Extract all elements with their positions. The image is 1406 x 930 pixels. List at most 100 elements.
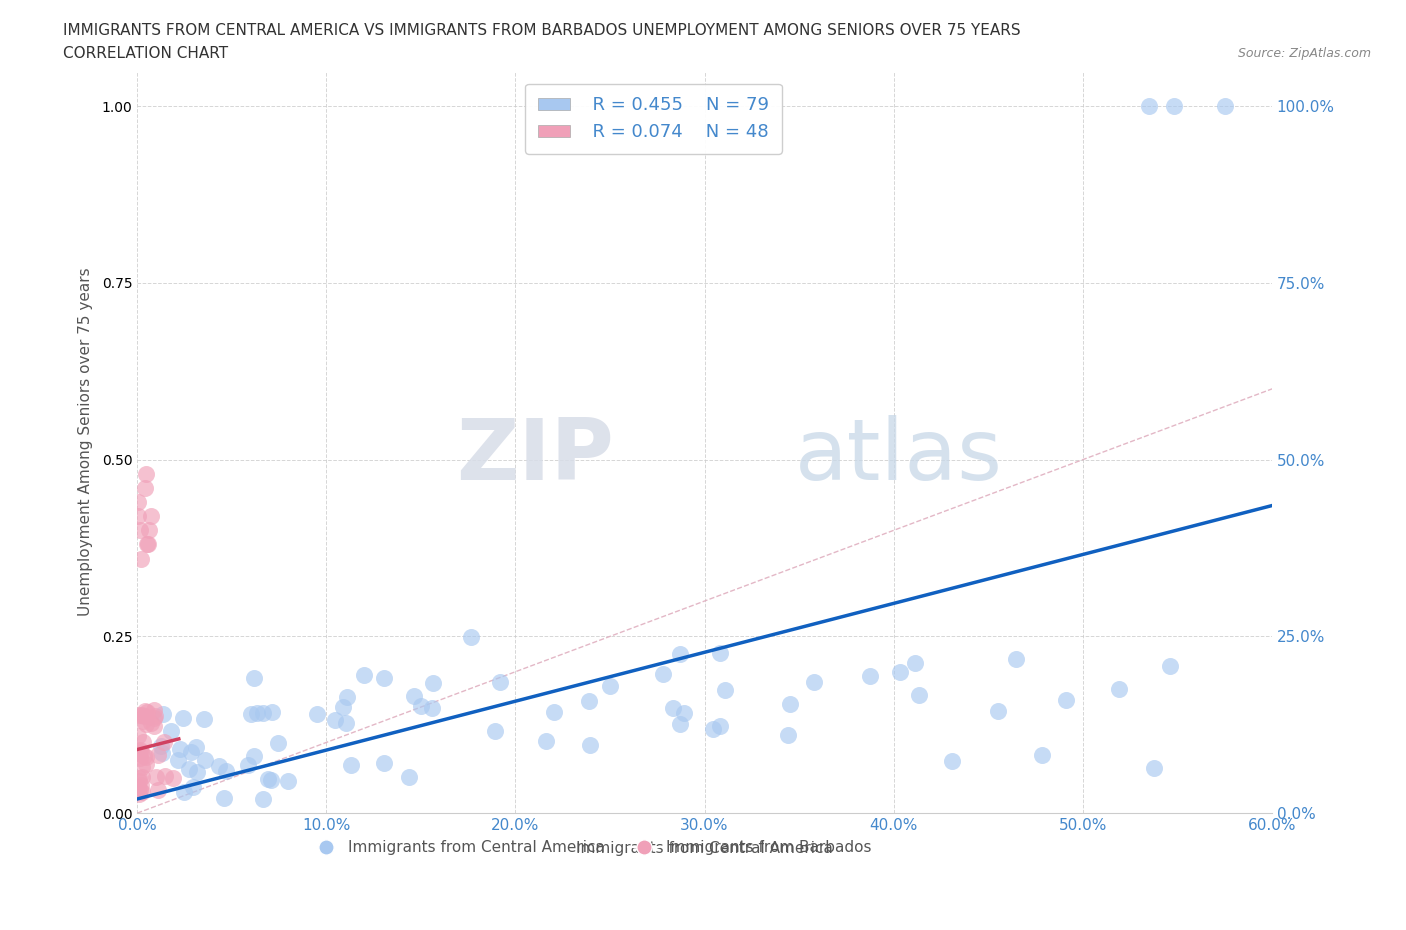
Point [484, 724, 506, 738]
Point [1143, 761, 1166, 776]
Point [669, 717, 692, 732]
Point [153, 735, 176, 750]
Point [143, 702, 166, 717]
Point [779, 697, 801, 711]
Point [131, 714, 153, 729]
Point [305, 707, 328, 722]
Point [135, 716, 157, 731]
Point [132, 735, 155, 750]
Point [127, 784, 149, 799]
X-axis label: Immigrants from Central America: Immigrants from Central America [576, 842, 832, 857]
Point [903, 656, 925, 671]
Point [172, 711, 194, 725]
Point [277, 773, 299, 788]
Point [1137, 99, 1160, 113]
Point [181, 780, 204, 795]
Point [143, 709, 166, 724]
Point [193, 711, 215, 726]
Y-axis label: Unemployment Among Seniors over 75 years: Unemployment Among Seniors over 75 years [79, 268, 93, 617]
Point [136, 537, 159, 551]
Point [131, 707, 153, 722]
Point [1031, 748, 1053, 763]
Point [1005, 652, 1028, 667]
Point [702, 722, 724, 737]
Point [335, 715, 357, 730]
Point [336, 689, 359, 704]
Point [1108, 682, 1130, 697]
Point [136, 537, 159, 551]
Point [662, 700, 685, 715]
Point [167, 753, 190, 768]
Point [129, 551, 152, 566]
Point [129, 778, 152, 793]
Legend: Immigrants from Central America, Immigrants from Barbados: Immigrants from Central America, Immigra… [304, 834, 877, 861]
Point [215, 764, 238, 778]
Point [243, 671, 266, 685]
Point [1159, 658, 1181, 673]
Point [139, 715, 162, 730]
Point [534, 734, 557, 749]
Point [420, 701, 443, 716]
Point [162, 770, 184, 785]
Point [127, 728, 149, 743]
Point [340, 757, 363, 772]
Point [160, 724, 183, 738]
Point [859, 669, 882, 684]
Point [803, 674, 825, 689]
Point [128, 770, 150, 785]
Point [186, 739, 208, 754]
Point [128, 773, 150, 788]
Point [194, 753, 217, 768]
Point [889, 665, 911, 680]
Point [129, 745, 152, 760]
Point [422, 675, 444, 690]
Point [332, 699, 354, 714]
Point [373, 671, 395, 686]
Text: IMMIGRANTS FROM CENTRAL AMERICA VS IMMIGRANTS FROM BARBADOS UNEMPLOYMENT AMONG S: IMMIGRANTS FROM CENTRAL AMERICA VS IMMIG… [63, 23, 1021, 38]
Point [127, 779, 149, 794]
Point [776, 728, 799, 743]
Text: ZIP: ZIP [456, 416, 614, 498]
Point [212, 790, 235, 805]
Point [132, 749, 155, 764]
Point [260, 704, 283, 719]
Point [142, 711, 165, 725]
Point [543, 705, 565, 720]
Point [129, 523, 152, 538]
Point [179, 762, 201, 777]
Point [127, 509, 149, 524]
Point [152, 707, 174, 722]
Point [138, 523, 160, 538]
Point [142, 718, 165, 733]
Point [252, 791, 274, 806]
Point [709, 645, 731, 660]
Point [146, 782, 169, 797]
Text: atlas: atlas [796, 416, 1004, 498]
Point [404, 688, 426, 703]
Point [173, 785, 195, 800]
Point [135, 466, 157, 481]
Point [208, 758, 231, 773]
Point [252, 705, 274, 720]
Point [135, 756, 157, 771]
Point [150, 746, 173, 761]
Point [266, 736, 288, 751]
Point [131, 770, 153, 785]
Point [987, 704, 1010, 719]
Point [709, 719, 731, 734]
Point [186, 764, 208, 779]
Point [128, 787, 150, 802]
Point [714, 683, 737, 698]
Point [132, 709, 155, 724]
Point [260, 773, 283, 788]
Point [131, 784, 153, 799]
Point [409, 698, 432, 713]
Point [672, 705, 695, 720]
Point [127, 495, 149, 510]
Point [1163, 99, 1185, 113]
Point [146, 747, 169, 762]
Point [323, 712, 346, 727]
Text: CORRELATION CHART: CORRELATION CHART [63, 46, 228, 61]
Point [128, 745, 150, 760]
Point [398, 769, 420, 784]
